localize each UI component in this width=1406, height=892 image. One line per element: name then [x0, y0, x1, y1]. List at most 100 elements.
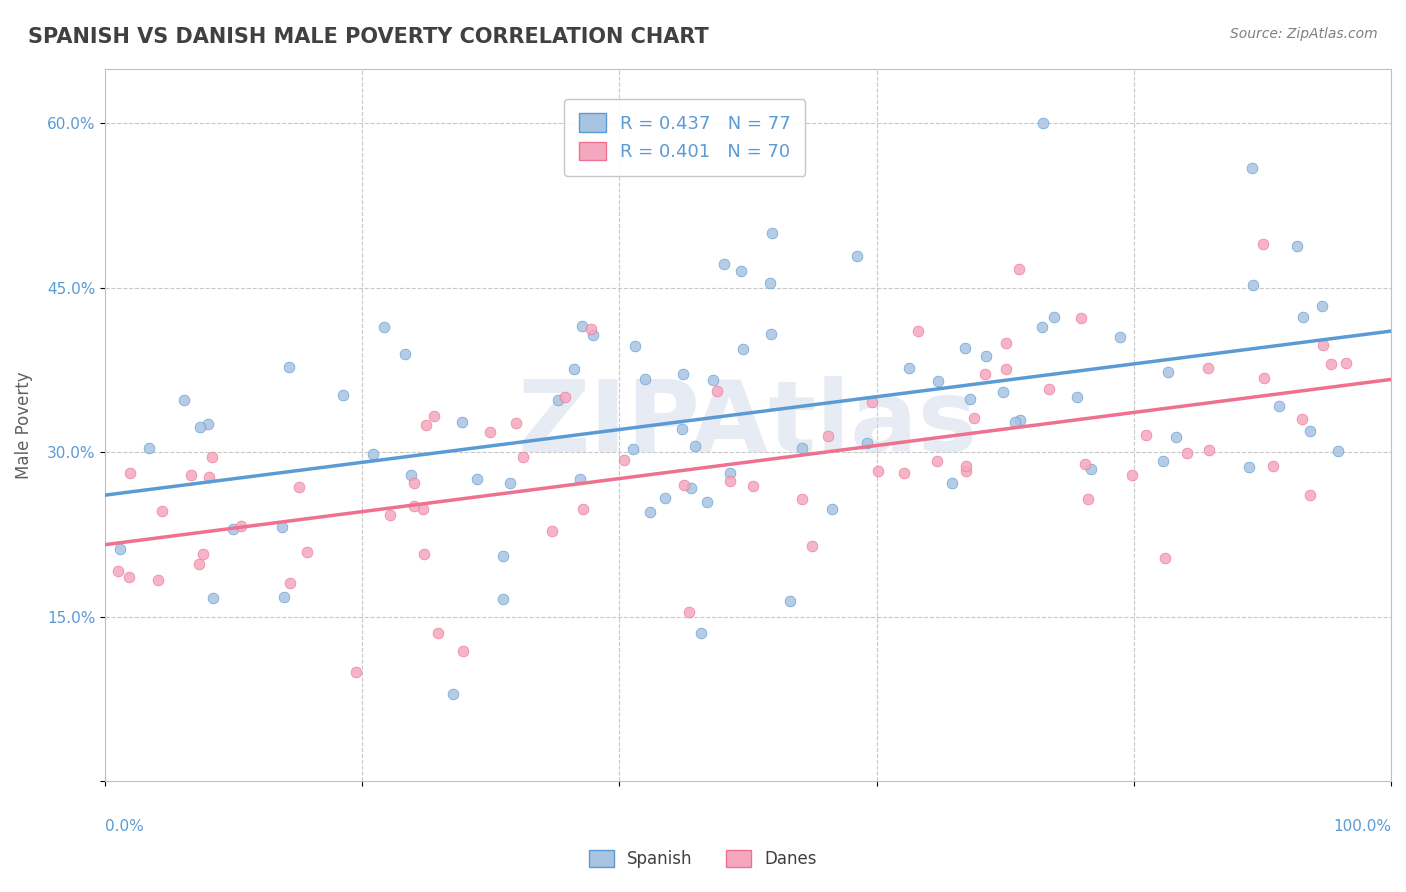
- Point: [1285, 239, 1308, 253]
- Point: [955, 464, 977, 478]
- Point: [759, 326, 782, 341]
- Point: [955, 458, 977, 473]
- Point: [672, 368, 695, 382]
- Point: [702, 372, 724, 386]
- Point: [1336, 356, 1358, 370]
- Point: [621, 442, 644, 456]
- Point: [1166, 430, 1188, 444]
- Point: [1010, 412, 1032, 426]
- Point: [690, 626, 713, 640]
- Point: [197, 417, 219, 432]
- Point: [991, 384, 1014, 399]
- Point: [1074, 457, 1097, 471]
- Point: [1109, 329, 1132, 343]
- Point: [173, 393, 195, 408]
- Point: [974, 368, 997, 382]
- Point: [547, 392, 569, 407]
- Point: [1292, 310, 1315, 325]
- Point: [188, 557, 211, 571]
- Point: [118, 569, 141, 583]
- Point: [893, 467, 915, 481]
- Point: [1240, 161, 1263, 175]
- Point: [332, 387, 354, 401]
- Point: [1043, 310, 1066, 325]
- Point: [1121, 467, 1143, 482]
- Point: [451, 415, 474, 429]
- Point: [730, 264, 752, 278]
- Point: [399, 468, 422, 483]
- Point: [1154, 551, 1177, 566]
- Point: [202, 591, 225, 606]
- Point: [718, 466, 741, 480]
- Point: [479, 425, 502, 439]
- Point: [856, 436, 879, 450]
- Point: [761, 226, 783, 240]
- Y-axis label: Male Poverty: Male Poverty: [15, 371, 32, 479]
- Point: [678, 605, 700, 619]
- Point: [378, 508, 401, 523]
- Point: [1327, 444, 1350, 458]
- Point: [801, 539, 824, 553]
- Point: [231, 519, 253, 533]
- Point: [846, 249, 869, 263]
- Point: [1251, 237, 1274, 252]
- Point: [394, 347, 416, 361]
- Point: [927, 374, 949, 388]
- Point: [963, 410, 986, 425]
- Point: [860, 395, 883, 409]
- Point: [1312, 337, 1334, 351]
- Point: [441, 687, 464, 701]
- Point: [995, 336, 1018, 351]
- Point: [638, 505, 661, 519]
- Point: [1320, 357, 1343, 371]
- Point: [1135, 428, 1157, 442]
- Point: [1031, 319, 1053, 334]
- Point: [759, 276, 782, 290]
- Point: [512, 450, 534, 464]
- Point: [344, 665, 367, 679]
- Point: [612, 452, 634, 467]
- Point: [821, 501, 844, 516]
- Point: [453, 644, 475, 658]
- Point: [287, 480, 309, 494]
- Point: [959, 392, 981, 406]
- Point: [1310, 299, 1333, 313]
- Point: [654, 491, 676, 506]
- Point: [562, 362, 585, 376]
- Point: [1237, 460, 1260, 475]
- Point: [222, 522, 245, 536]
- Point: [108, 541, 131, 556]
- Point: [197, 470, 219, 484]
- Point: [995, 362, 1018, 376]
- Point: [107, 564, 129, 578]
- Point: [426, 626, 449, 640]
- Point: [270, 520, 292, 534]
- Point: [790, 442, 813, 456]
- Point: [138, 441, 160, 455]
- Point: [572, 502, 595, 516]
- Point: [679, 481, 702, 495]
- Point: [790, 492, 813, 507]
- Point: [1175, 446, 1198, 460]
- Point: [404, 476, 426, 491]
- Point: [953, 341, 976, 355]
- Point: [191, 548, 214, 562]
- Point: [713, 257, 735, 271]
- Point: [540, 524, 562, 538]
- Point: [1032, 116, 1054, 130]
- Point: [634, 372, 657, 386]
- Text: SPANISH VS DANISH MALE POVERTY CORRELATION CHART: SPANISH VS DANISH MALE POVERTY CORRELATI…: [28, 27, 709, 46]
- Point: [571, 319, 593, 334]
- Point: [582, 328, 605, 343]
- Text: Source: ZipAtlas.com: Source: ZipAtlas.com: [1230, 27, 1378, 41]
- Point: [671, 422, 693, 436]
- Point: [1156, 365, 1178, 379]
- Legend: R = 0.437   N = 77, R = 0.401   N = 70: R = 0.437 N = 77, R = 0.401 N = 70: [564, 99, 806, 176]
- Point: [706, 384, 728, 399]
- Point: [1080, 462, 1102, 476]
- Point: [373, 320, 395, 334]
- Point: [413, 547, 436, 561]
- Point: [1066, 390, 1088, 404]
- Point: [1261, 458, 1284, 473]
- Point: [907, 324, 929, 338]
